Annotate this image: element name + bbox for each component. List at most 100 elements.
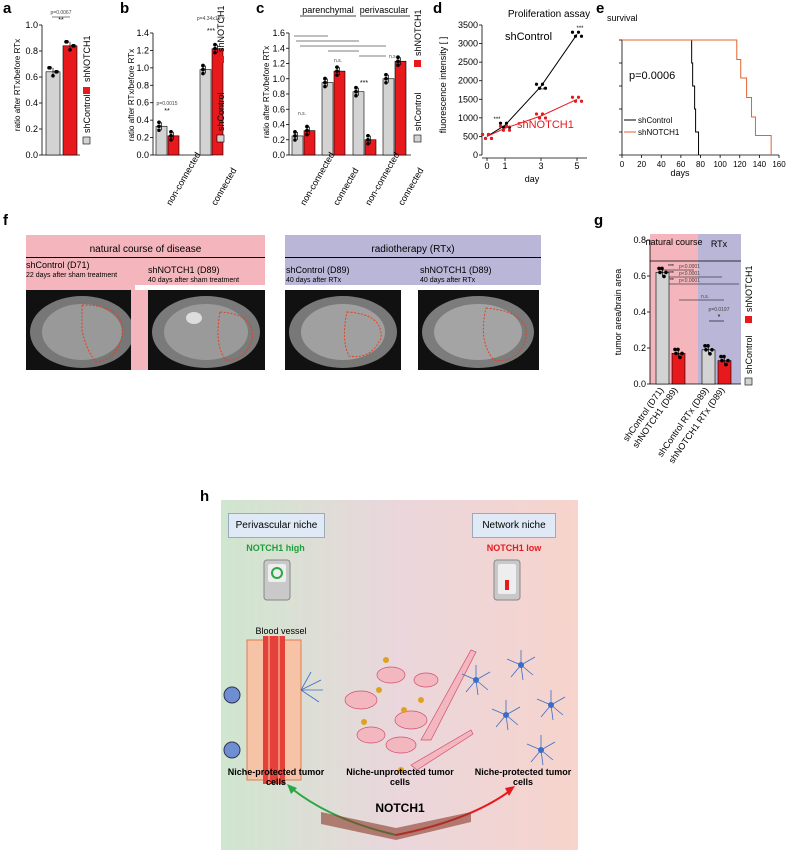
bar-shcontrol-1-point	[323, 84, 327, 89]
panel-e-chart: survival p=0.0006 days 0 20 40 60 80 100 120 14…	[607, 13, 786, 178]
mri-image-4	[418, 290, 539, 370]
panel-f-rtx-bg	[285, 235, 541, 285]
panel-g-head-left: natural course	[645, 237, 702, 247]
point-shControl	[534, 82, 539, 86]
point-shControl	[504, 121, 509, 125]
point-shNOTCH1	[480, 132, 485, 137]
notch-low-label: NOTCH1 low	[486, 543, 542, 553]
bar-1-point	[680, 351, 684, 356]
mri-2-sub: 40 days after sham treatment	[148, 277, 240, 284]
panel-g-stars-1: ***	[668, 264, 674, 270]
y-tick-label: 500	[463, 131, 478, 141]
y-tick-label: 0.4	[136, 115, 149, 125]
x-tick-label: 3	[538, 161, 543, 171]
panel-a-bars	[45, 40, 78, 156]
mri-4-sub: 40 days after RTx	[420, 277, 476, 284]
panel-d-stars-3: ***	[576, 26, 584, 32]
bar-0-point	[657, 266, 661, 271]
y-tick-label: 1.0	[136, 63, 149, 73]
legend-ctrl-label-g: shControl	[744, 335, 754, 374]
point-shNOTCH1	[570, 95, 575, 99]
caption-unprotected: Niche-unprotected tumor cells	[346, 767, 454, 787]
panel-g-p-3: p<0.0001	[679, 278, 700, 284]
panel-d-lines	[480, 30, 584, 141]
bar-shnotch1-1-point	[213, 50, 217, 55]
legend-notch-swatch-g	[745, 316, 752, 323]
bar-shcontrol-1-point	[323, 76, 327, 81]
mri-3-sub: 40 days after RTx	[286, 277, 342, 284]
panel-g-chart: natural course RTx tumor area/brain area…	[613, 234, 754, 465]
bar-0-point	[662, 274, 666, 279]
bar-shnotch1-point	[72, 44, 76, 48]
y-tick-label: 0.2	[633, 343, 646, 353]
bar-shcontrol-point	[51, 74, 55, 78]
y-tick-label: 1.2	[272, 59, 285, 69]
legend-ctrl-label-b: shControl	[216, 92, 226, 131]
y-tick-label: 1.6	[272, 28, 285, 38]
panel-label-h: h	[200, 488, 210, 505]
panel-d-title: Proliferation assay	[508, 9, 590, 20]
point-shNOTCH1	[543, 116, 548, 120]
point-shControl	[543, 86, 548, 90]
bar-shcontrol-0-point	[293, 138, 297, 142]
panel-a-chart: ratio after RTx/before RTx 0.0 0.2 0.4 0.6 0…	[13, 10, 92, 160]
bar-shcontrol-1	[199, 69, 212, 156]
x-tick-label: 0	[484, 161, 489, 171]
panel-g-axis: 0.0 0.2 0.4 0.6 0.8	[633, 235, 741, 389]
network-niche-box: Network niche	[472, 513, 556, 538]
panel-a-ylabel: ratio after RTx/before RTx	[13, 39, 22, 131]
bar-2-point	[706, 344, 710, 348]
panel-label-e: e	[596, 0, 605, 17]
point-shNOTCH1	[537, 116, 542, 120]
panel-f-natural-bg	[26, 235, 265, 285]
bar-shnotch1-1-point	[335, 73, 339, 77]
perivascular-niche-box: Perivascular niche	[228, 513, 325, 538]
bar-2-point	[710, 348, 714, 352]
bar-shcontrol-3	[382, 78, 395, 156]
panel-a-stars: **	[58, 17, 64, 24]
mri-3-title: shControl (D89)	[286, 265, 350, 275]
bar-shcontrol-2-point	[354, 89, 358, 94]
panel-b-chart: ratio after RTx/before RTx 0.0 0.2 0.4 0.6 0…	[127, 5, 239, 207]
bar-shcontrol-2-point	[354, 93, 358, 98]
mri-1-sub: 22 days after sham treatment	[26, 272, 118, 279]
panel-b-group-1: non-connected	[164, 150, 202, 207]
bar-3-point	[720, 358, 724, 363]
panel-label-f: f	[3, 212, 8, 229]
panel-label-b: b	[120, 0, 130, 17]
bar-0	[655, 272, 670, 385]
panel-g-star: *	[718, 314, 721, 321]
bar-shcontrol-1	[321, 82, 334, 156]
notch1-arrow-label: NOTCH1	[375, 801, 425, 815]
panel-c-stars: ***	[360, 80, 368, 87]
panel-g-ns: n.s.	[701, 294, 709, 300]
bar-3-point	[719, 354, 723, 359]
bar-shnotch1-1-point	[335, 65, 339, 69]
legend-ctrl-swatch-g	[744, 377, 753, 386]
bar-0-point	[658, 270, 662, 275]
line-shNOTCH1	[486, 98, 578, 137]
bar-shnotch1-3-point	[396, 63, 400, 68]
y-tick-label: 3000	[458, 39, 478, 49]
point-shNOTCH1	[498, 124, 503, 128]
panel-e-title: survival	[607, 13, 638, 23]
bar-shcontrol-3-point	[384, 76, 388, 81]
y-tick-label: 1500	[458, 94, 478, 104]
bar-2-point	[704, 348, 708, 352]
y-tick-label: 1.0	[272, 74, 285, 84]
panel-d-stars-2: ***	[537, 88, 545, 94]
bar-2-point	[703, 344, 707, 348]
bar-2	[701, 349, 716, 385]
y-tick-label: 0.6	[25, 72, 38, 82]
panel-label-c: c	[256, 0, 265, 17]
point-shControl	[573, 34, 578, 38]
point-shNOTCH1	[504, 124, 509, 128]
x-tick-label: 140	[753, 160, 767, 169]
bar-shnotch1-1-point	[335, 69, 339, 73]
bar-shnotch1-2-point	[366, 133, 370, 138]
bar-1-point	[674, 351, 678, 356]
bar-shnotch1-1-point	[213, 46, 217, 51]
point-shControl	[498, 121, 503, 125]
panel-label-a: a	[3, 0, 12, 17]
point-shNOTCH1	[501, 128, 506, 132]
